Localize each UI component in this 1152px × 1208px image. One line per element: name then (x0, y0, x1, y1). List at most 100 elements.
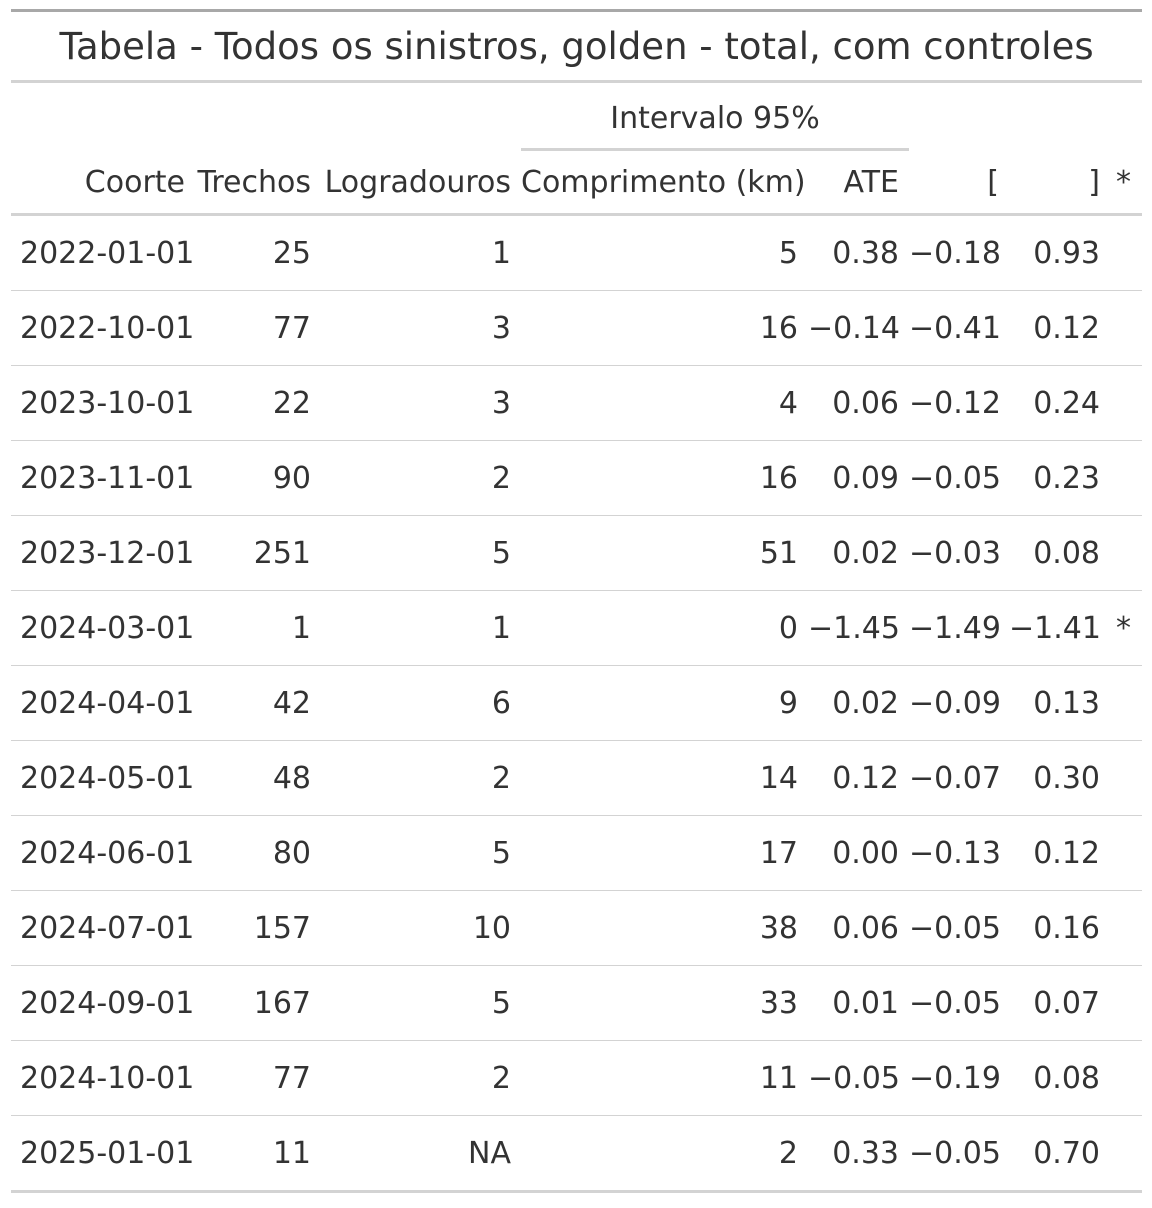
cell-ate: 0.06 (808, 890, 909, 966)
header-ate: ATE (808, 151, 909, 216)
cell-ate: −0.14 (808, 290, 909, 366)
cell-significance (1110, 965, 1143, 1041)
cell-ci-high: 0.12 (1009, 815, 1110, 891)
cell-trechos: 77 (195, 290, 321, 366)
cell-trechos: 11 (195, 1115, 321, 1193)
cell-ate: 0.02 (808, 515, 909, 591)
cell-coorte: 2023-10-01 (11, 365, 195, 441)
cell-trechos: 251 (195, 515, 321, 591)
cell-ci-low: −0.05 (909, 965, 1009, 1041)
cell-ate: 0.02 (808, 665, 909, 741)
cell-ate: −1.45 (808, 590, 909, 666)
cell-ci-low: −0.18 (909, 214, 1009, 291)
cell-comprimento: 9 (521, 665, 808, 741)
cell-ate: −0.05 (808, 1040, 909, 1116)
cell-significance (1110, 290, 1143, 366)
cell-comprimento: 38 (521, 890, 808, 966)
table-row: 2024-10-01 77 2 11 −0.05 −0.19 0.08 (11, 1040, 1143, 1116)
cell-ate: 0.09 (808, 440, 909, 516)
cell-comprimento: 33 (521, 965, 808, 1041)
cell-comprimento: 51 (521, 515, 808, 591)
results-table-container: Tabela - Todos os sinistros, golden - to… (11, 9, 1143, 1193)
cell-logradouros: 2 (321, 440, 521, 516)
cell-comprimento: 0 (521, 590, 808, 666)
cell-comprimento: 16 (521, 290, 808, 366)
header-coorte: Coorte (11, 151, 195, 216)
cell-logradouros: 2 (321, 1040, 521, 1116)
cell-logradouros: 5 (321, 815, 521, 891)
cell-ci-low: −1.49 (909, 590, 1009, 666)
cell-ci-high: 0.30 (1009, 740, 1110, 816)
cell-ci-low: −0.19 (909, 1040, 1009, 1116)
table-title: Tabela - Todos os sinistros, golden - to… (11, 9, 1143, 83)
cell-logradouros: 3 (321, 365, 521, 441)
cell-trechos: 157 (195, 890, 321, 966)
cell-logradouros: 5 (321, 965, 521, 1041)
cell-trechos: 42 (195, 665, 321, 741)
cell-ate: 0.01 (808, 965, 909, 1041)
cell-coorte: 2022-10-01 (11, 290, 195, 366)
cell-ci-low: −0.09 (909, 665, 1009, 741)
table-row: 2024-09-01 167 5 33 0.01 −0.05 0.07 (11, 965, 1143, 1041)
cell-trechos: 22 (195, 365, 321, 441)
cell-ci-low: −0.12 (909, 365, 1009, 441)
table-body: 2022-01-01 25 1 5 0.38 −0.18 0.93 2022-10-01 77 3… (11, 214, 1143, 1193)
cell-significance (1110, 1040, 1143, 1116)
header-significance: * (1110, 151, 1143, 216)
cell-comprimento: 2 (521, 1115, 808, 1193)
cell-ci-high: 0.16 (1009, 890, 1110, 966)
cell-comprimento: 14 (521, 740, 808, 816)
column-spanner: Intervalo 95% (521, 82, 909, 151)
cell-trechos: 77 (195, 1040, 321, 1116)
cell-coorte: 2024-09-01 (11, 965, 195, 1041)
cell-trechos: 25 (195, 214, 321, 291)
table-row: 2023-12-01 251 5 51 0.02 −0.03 0.08 (11, 515, 1143, 591)
header-trechos: Trechos (195, 151, 321, 216)
cell-ci-low: −0.05 (909, 1115, 1009, 1193)
cell-ci-high: 0.70 (1009, 1115, 1110, 1193)
header-ci-high: ] (1009, 151, 1110, 216)
cell-coorte: 2023-12-01 (11, 515, 195, 591)
cell-comprimento: 5 (521, 214, 808, 291)
cell-logradouros: 6 (321, 665, 521, 741)
cell-significance (1110, 815, 1143, 891)
table-row: 2022-10-01 77 3 16 −0.14 −0.41 0.12 (11, 290, 1143, 366)
header-comprimento: Comprimento (km) (521, 151, 808, 216)
title-row: Tabela - Todos os sinistros, golden - to… (11, 9, 1143, 83)
cell-coorte: 2025-01-01 (11, 1115, 195, 1193)
cell-logradouros: 5 (321, 515, 521, 591)
results-table: Tabela - Todos os sinistros, golden - to… (11, 9, 1143, 1193)
cell-ci-low: −0.07 (909, 740, 1009, 816)
cell-ci-high: 0.08 (1009, 515, 1110, 591)
table-row: 2022-01-01 25 1 5 0.38 −0.18 0.93 (11, 214, 1143, 291)
cell-comprimento: 16 (521, 440, 808, 516)
cell-significance (1110, 890, 1143, 966)
cell-ate: 0.38 (808, 214, 909, 291)
cell-ci-low: −0.05 (909, 440, 1009, 516)
cell-coorte: 2024-06-01 (11, 815, 195, 891)
cell-ate: 0.33 (808, 1115, 909, 1193)
cell-ate: 0.06 (808, 365, 909, 441)
cell-coorte: 2024-03-01 (11, 590, 195, 666)
cell-logradouros: 3 (321, 290, 521, 366)
header-row: Coorte Trechos Logradouros Comprimento (… (11, 151, 1143, 216)
cell-ci-high: 0.07 (1009, 965, 1110, 1041)
cell-comprimento: 4 (521, 365, 808, 441)
cell-coorte: 2022-01-01 (11, 214, 195, 291)
cell-coorte: 2024-10-01 (11, 1040, 195, 1116)
cell-coorte: 2024-07-01 (11, 890, 195, 966)
cell-ci-high: 0.24 (1009, 365, 1110, 441)
cell-comprimento: 17 (521, 815, 808, 891)
cell-logradouros: 1 (321, 590, 521, 666)
table-row: 2025-01-01 11 NA 2 0.33 −0.05 0.70 (11, 1115, 1143, 1193)
cell-ate: 0.00 (808, 815, 909, 891)
cell-trechos: 167 (195, 965, 321, 1041)
spanner-spacer-right (909, 82, 1142, 152)
table-row: 2024-06-01 80 5 17 0.00 −0.13 0.12 (11, 815, 1143, 891)
table-row: 2024-05-01 48 2 14 0.12 −0.07 0.30 (11, 740, 1143, 816)
cell-significance (1110, 214, 1143, 291)
cell-ci-high: 0.12 (1009, 290, 1110, 366)
cell-trechos: 48 (195, 740, 321, 816)
cell-ci-low: −0.41 (909, 290, 1009, 366)
spanner-spacer-left (11, 82, 521, 152)
